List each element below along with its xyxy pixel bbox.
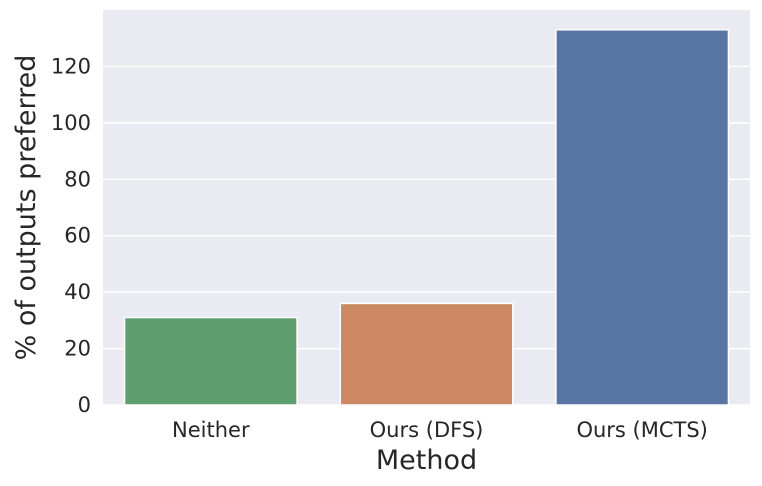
y-tick-label: 60 (64, 224, 91, 248)
x-tick-label: Neither (172, 418, 250, 442)
bar (339, 302, 514, 406)
y-tick-label: 20 (64, 337, 91, 361)
y-tick-label: 0 (78, 393, 91, 417)
x-tick-label: Ours (DFS) (370, 418, 484, 442)
y-tick-label: 80 (64, 167, 91, 191)
y-tick-label: 120 (51, 54, 91, 78)
y-axis-title: % of outputs preferred (11, 55, 42, 361)
x-tick-labels: Neither Ours (DFS) Ours (MCTS) (172, 418, 708, 442)
bar (555, 29, 730, 406)
y-tick-label: 100 (51, 111, 91, 135)
y-tick-label: 40 (64, 280, 91, 304)
bars (123, 29, 730, 406)
x-tick-label: Ours (MCTS) (576, 418, 707, 442)
y-tick-labels: 0 20 40 60 80 100 120 (51, 54, 91, 417)
x-axis-title: Method (376, 445, 477, 476)
bar (123, 316, 298, 406)
